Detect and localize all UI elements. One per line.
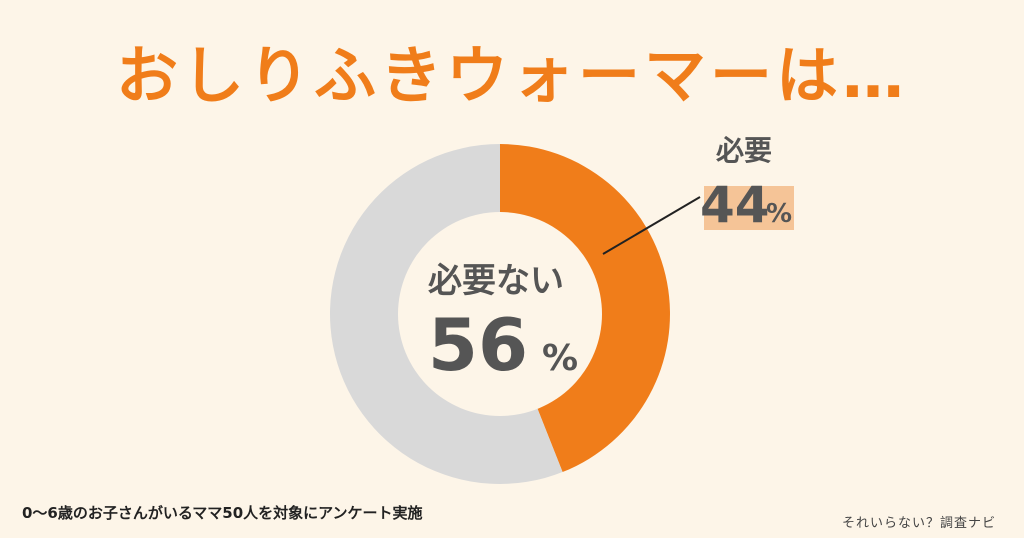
brand-logo-text: それいらない？調査ナビ — [841, 516, 996, 531]
callout-leader-line — [602, 196, 701, 255]
slice-value-not-needed: 56 — [428, 303, 528, 387]
slice-label-not-needed: 必要ない — [428, 261, 564, 301]
slice-value-needed: 44 — [700, 176, 770, 234]
slice-label-needed: 必要 — [716, 134, 772, 167]
slice-unit-needed: % — [766, 199, 792, 229]
value-highlight — [704, 186, 794, 230]
donut-hole — [398, 212, 602, 416]
chart-title: おしりふきウォーマーは… — [115, 39, 908, 112]
slice-unit-not-needed: % — [542, 338, 578, 379]
survey-footnote: 0〜6歳のお子さんがいるママ50人を対象にアンケート実施 — [22, 504, 423, 522]
